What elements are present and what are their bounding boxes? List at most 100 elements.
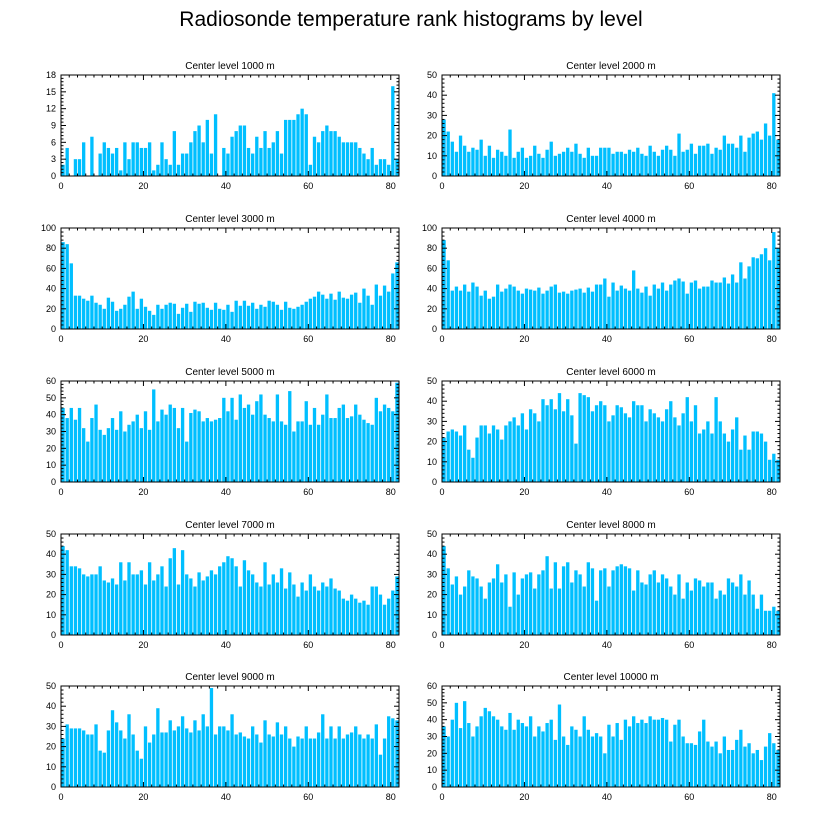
bar (69, 263, 73, 329)
bar (391, 86, 395, 176)
bar (755, 131, 759, 176)
bar (660, 421, 665, 482)
bar (164, 304, 168, 329)
y-tick-label: 3 (51, 154, 56, 164)
bar (275, 722, 280, 787)
bar (73, 566, 78, 635)
bar (615, 151, 619, 176)
bar (648, 574, 652, 635)
bar (73, 419, 78, 482)
bar (259, 586, 263, 635)
bar (755, 431, 759, 482)
bar (467, 723, 471, 787)
bar (370, 304, 374, 329)
bar (706, 286, 710, 329)
bar (370, 147, 374, 176)
panel-9: Center level 9000 m 0 20 40 60 80 0 10 20 30 40 50 (46, 672, 400, 802)
bar (366, 734, 370, 787)
bar (168, 720, 172, 787)
bar (677, 278, 681, 329)
x-tick-label: 60 (684, 487, 694, 497)
bar (98, 429, 102, 482)
bar (776, 459, 780, 482)
bar (640, 153, 644, 176)
bar (739, 135, 743, 176)
bar (90, 295, 94, 329)
y-tick-label: 40 (427, 396, 437, 406)
bar (123, 580, 127, 635)
bar (681, 598, 685, 635)
bar (640, 719, 644, 787)
bar (594, 600, 599, 635)
y-tick-label: 0 (432, 324, 437, 334)
bar (329, 293, 333, 329)
bar (345, 418, 350, 482)
x-tick-label: 40 (221, 640, 231, 650)
bar (607, 724, 611, 787)
bar (316, 732, 321, 787)
y-tick-label: 50 (427, 376, 437, 386)
bar (387, 407, 391, 482)
bar (702, 145, 706, 176)
bar (590, 291, 595, 329)
y-tick-label: 40 (427, 715, 437, 725)
bar (127, 296, 131, 329)
x-tick-label: 0 (58, 487, 63, 497)
bar (312, 586, 317, 635)
bar (528, 409, 533, 482)
bar (325, 125, 329, 176)
bar (345, 142, 350, 176)
bar (176, 428, 181, 482)
bar (374, 397, 378, 482)
bar (487, 145, 492, 176)
bar (185, 153, 189, 176)
bar (255, 136, 259, 176)
bar (693, 405, 698, 482)
bar (673, 155, 677, 176)
bar (516, 425, 520, 482)
x-tick-label: 40 (221, 334, 231, 344)
bar (450, 429, 454, 482)
bar (246, 738, 251, 787)
bar (528, 716, 533, 787)
bar (333, 588, 337, 635)
bar (77, 407, 82, 482)
bar (329, 418, 333, 482)
bar (98, 153, 102, 176)
bar (504, 574, 508, 635)
y-tick-label: 60 (46, 376, 56, 386)
bar (362, 600, 366, 635)
bar (114, 147, 119, 176)
bar (722, 135, 727, 176)
bar (279, 153, 284, 176)
bar (308, 164, 313, 176)
bar (193, 720, 197, 787)
bar (341, 598, 346, 635)
bar (205, 726, 209, 787)
bar (768, 733, 772, 787)
bar (636, 723, 640, 787)
bar (714, 598, 718, 635)
bar (615, 723, 619, 787)
bar (288, 572, 292, 635)
bar (599, 401, 603, 482)
bar (246, 147, 251, 176)
bar (288, 307, 292, 329)
bar (176, 313, 181, 329)
bar (710, 433, 714, 482)
y-tick-label: 20 (46, 443, 56, 453)
x-tick-label: 40 (602, 792, 612, 802)
bar (685, 397, 689, 482)
bar (722, 736, 727, 787)
bar (333, 131, 337, 176)
bar (143, 306, 148, 329)
bar (578, 574, 582, 635)
bar (475, 726, 479, 787)
panel-6: Center level 6000 m 0 20 40 60 80 0 10 20 30 40 50 (427, 367, 781, 497)
panel-2: Center level 2000 m 0 20 40 60 80 0 10 20 30 40 50 (427, 61, 781, 191)
bar (632, 401, 636, 482)
bar (213, 734, 218, 787)
bar (135, 574, 139, 635)
bar (147, 310, 152, 329)
bar (660, 149, 665, 176)
